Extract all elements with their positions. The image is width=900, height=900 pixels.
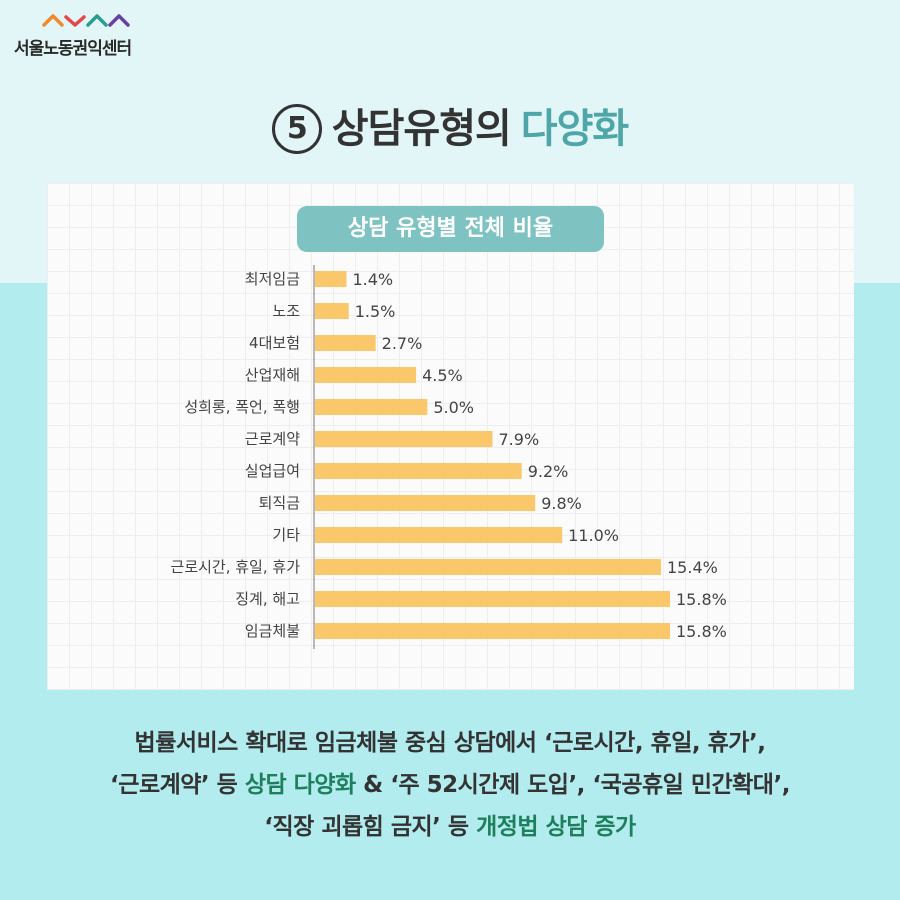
value-label: 9.8% xyxy=(541,494,582,513)
chart-title: 상담 유형별 전체 비율 xyxy=(297,206,604,252)
title-main: 상담유형의 xyxy=(331,106,512,152)
footer-line-2-start: ‘근로계약’ 등 xyxy=(110,772,245,798)
value-label: 15.4% xyxy=(667,558,718,577)
category-label: 노조 xyxy=(272,302,300,320)
value-label: 5.0% xyxy=(433,398,474,417)
footer-caption: 법률서비스 확대로 임금체불 중심 상담에서 ‘근로시간, 휴일, 휴가’, ‘… xyxy=(0,722,900,848)
category-label: 퇴직금 xyxy=(259,494,301,512)
footer-line-1: 법률서비스 확대로 임금체불 중심 상담에서 ‘근로시간, 휴일, 휴가’, xyxy=(134,730,766,756)
footer-highlight-diversify: 상담 다양화 xyxy=(244,772,356,798)
value-label: 2.7% xyxy=(382,334,423,353)
category-label: 근로계약 xyxy=(245,430,300,448)
category-label: 실업급여 xyxy=(245,462,300,480)
brand-mark-icon xyxy=(42,14,130,27)
value-label: 9.2% xyxy=(528,462,569,481)
bar xyxy=(315,527,563,543)
category-label: 근로시간, 휴일, 휴가 xyxy=(171,558,301,576)
bar xyxy=(315,495,536,511)
footer-line-3-start: ‘직장 괴롭힘 금지’ 등 xyxy=(264,814,477,840)
category-label: 최저임금 xyxy=(245,270,300,288)
bar xyxy=(315,559,662,575)
category-label: 기타 xyxy=(272,526,300,544)
section-number: 5 xyxy=(271,104,322,154)
bar xyxy=(315,431,493,447)
chart-panel: 상담 유형별 전체 비율 최저임금 1.4% 노조 1.5% 4대보험 2.7% 산업재해 4… xyxy=(47,183,854,690)
footer-line-2-end: & ‘주 52시간제 도입’, ‘국공휴일 민간확대’, xyxy=(355,772,790,798)
category-label: 징계, 해고 xyxy=(235,590,300,608)
bar-chart: 최저임금 1.4% 노조 1.5% 4대보험 2.7% 산업재해 4.5% 성희롱, 폭언, 폭… xyxy=(171,265,727,649)
bar xyxy=(315,463,522,479)
page-title: 5 상담유형의 다양화 xyxy=(0,96,900,154)
title-accent: 다양화 xyxy=(520,106,629,152)
brand-logo: 서울노동권익센터 xyxy=(14,10,174,60)
bar xyxy=(315,271,347,287)
footer-line-2: ‘근로계약’ 등 상담 다양화 & ‘주 52시간제 도입’, ‘국공휴일 민간… xyxy=(0,764,900,806)
category-label: 4대보험 xyxy=(249,334,300,352)
footer-line-3: ‘직장 괴롭힘 금지’ 등 개정법 상담 증가 xyxy=(0,806,900,848)
brand-name: 서울노동권익센터 xyxy=(14,39,132,59)
value-label: 15.8% xyxy=(676,622,727,641)
value-label: 11.0% xyxy=(568,526,619,545)
category-label: 성희롱, 폭언, 폭행 xyxy=(184,398,300,416)
footer-highlight-law-change: 개정법 상담 증가 xyxy=(476,814,636,840)
bar xyxy=(315,399,428,415)
value-label: 15.8% xyxy=(676,590,727,609)
value-label: 7.9% xyxy=(499,430,540,449)
bar xyxy=(315,335,376,351)
bar xyxy=(315,623,670,639)
value-label: 1.5% xyxy=(355,302,396,321)
bar xyxy=(315,591,670,607)
value-label: 1.4% xyxy=(352,270,393,289)
bar xyxy=(315,367,417,383)
category-label: 임금체불 xyxy=(245,622,300,640)
bar xyxy=(315,303,349,319)
value-label: 4.5% xyxy=(422,366,463,385)
category-label: 산업재해 xyxy=(245,366,300,384)
